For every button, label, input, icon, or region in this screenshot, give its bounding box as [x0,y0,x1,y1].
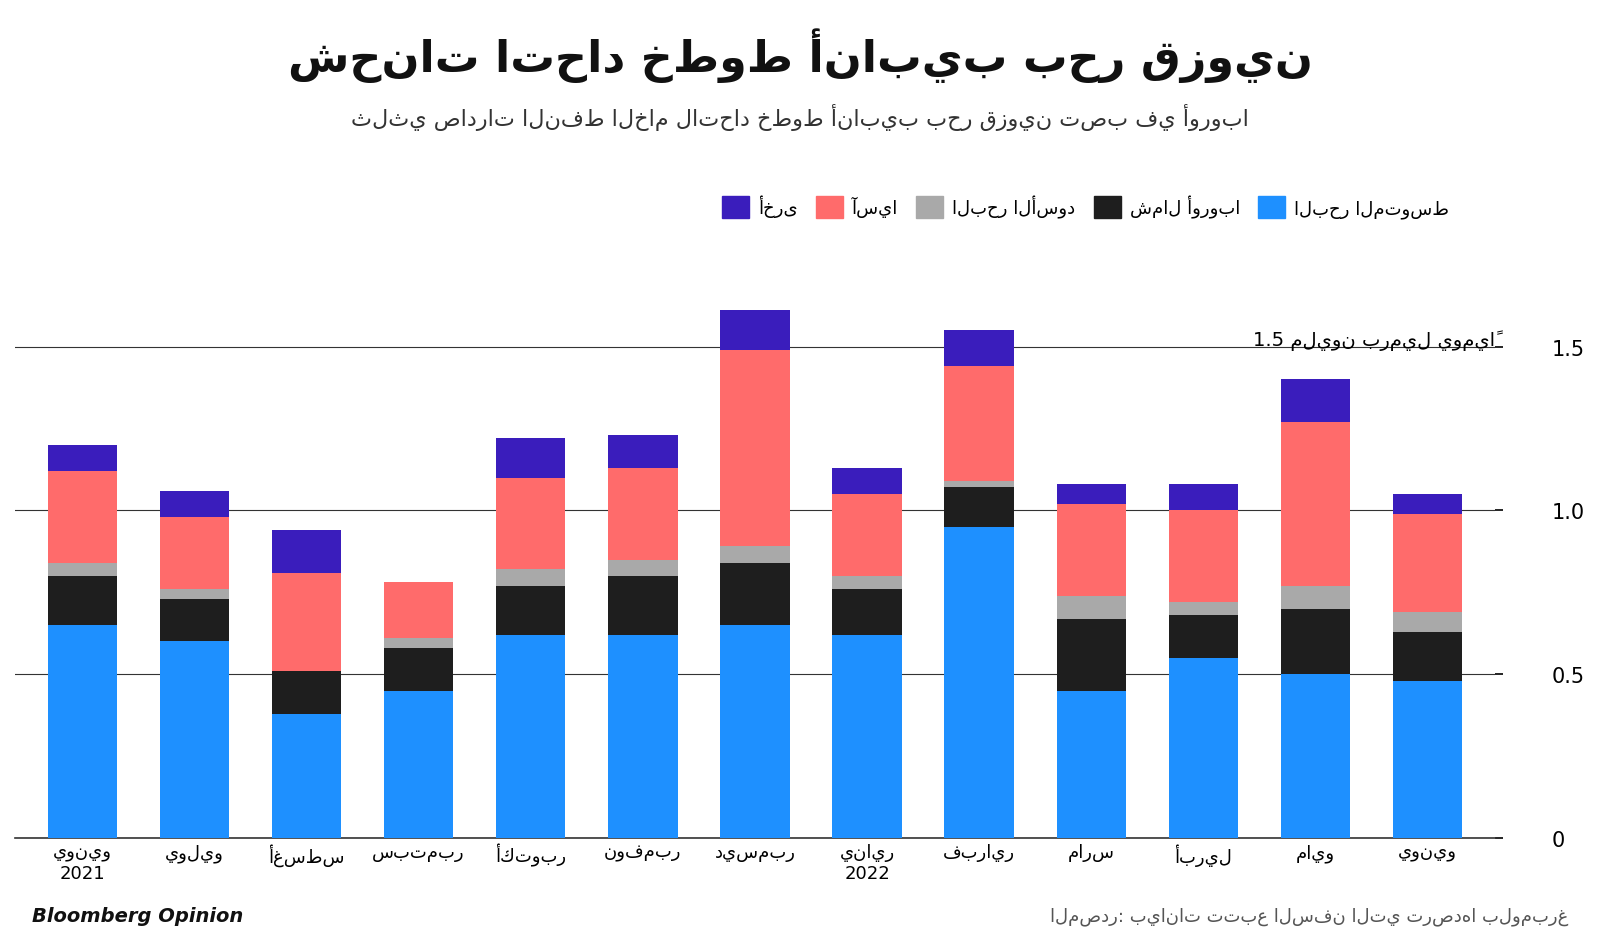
Bar [1056,619,1126,691]
Bar [1280,379,1350,423]
Bar [832,468,902,495]
Bar [160,517,229,589]
Bar [160,589,229,599]
Bar [608,435,678,468]
Bar [944,330,1014,367]
Bar [720,564,790,626]
Bar [160,599,229,642]
Bar [1394,613,1462,632]
Bar [720,626,790,838]
Text: 1.5 مليون برميل يومياً: 1.5 مليون برميل يومياً [1253,330,1494,351]
Bar [1056,484,1126,504]
Bar [1168,602,1238,615]
Bar [1168,615,1238,658]
Bar [384,649,453,691]
Bar [384,582,453,638]
Bar [608,560,678,576]
Bar [496,570,565,586]
Bar [832,589,902,635]
Bar [720,547,790,564]
Bar [832,635,902,838]
Bar [608,635,678,838]
Bar [832,495,902,576]
Bar [1394,632,1462,681]
Bar [160,491,229,517]
Bar [1280,609,1350,675]
Bar [1056,504,1126,596]
Bar [1394,495,1462,514]
Bar [1280,423,1350,586]
Text: ثلثي صادرات النفط الخام لاتحاد خطوط أنابيب بحر قزوين تصب في أوروبا: ثلثي صادرات النفط الخام لاتحاد خطوط أناب… [350,104,1250,131]
Bar [944,527,1014,838]
Bar [48,626,117,838]
Bar [272,573,341,671]
Bar [608,576,678,635]
Bar [832,576,902,589]
Text: المصدر: بيانات تتبع السفن التي ترصدها بلومبرغ: المصدر: بيانات تتبع السفن التي ترصدها بل… [1050,906,1568,925]
Bar [1280,675,1350,838]
Bar [48,564,117,576]
Bar [1056,596,1126,619]
Bar [496,635,565,838]
Bar [720,312,790,350]
Bar [944,488,1014,527]
Bar [384,691,453,838]
Bar [384,638,453,649]
Bar [944,481,1014,488]
Bar [272,714,341,838]
Bar [1394,681,1462,838]
Legend: أخرى, آسيا, البحر الأسود, شمال أوروبا, البحر المتوسط: أخرى, آسيا, البحر الأسود, شمال أوروبا, ا… [715,188,1456,227]
Bar [1280,586,1350,609]
Bar [1168,511,1238,602]
Bar [496,586,565,635]
Bar [944,367,1014,481]
Bar [720,350,790,547]
Text: Bloomberg Opinion: Bloomberg Opinion [32,906,243,925]
Bar [496,439,565,478]
Bar [1056,691,1126,838]
Bar [496,478,565,570]
Bar [48,472,117,564]
Text: شحنات اتحاد خطوط أنابيب بحر قزوين: شحنات اتحاد خطوط أنابيب بحر قزوين [288,28,1312,83]
Bar [1168,484,1238,511]
Bar [160,642,229,838]
Bar [48,446,117,472]
Bar [608,468,678,560]
Bar [1394,514,1462,613]
Bar [48,576,117,626]
Bar [272,671,341,714]
Bar [1168,658,1238,838]
Bar [272,531,341,573]
